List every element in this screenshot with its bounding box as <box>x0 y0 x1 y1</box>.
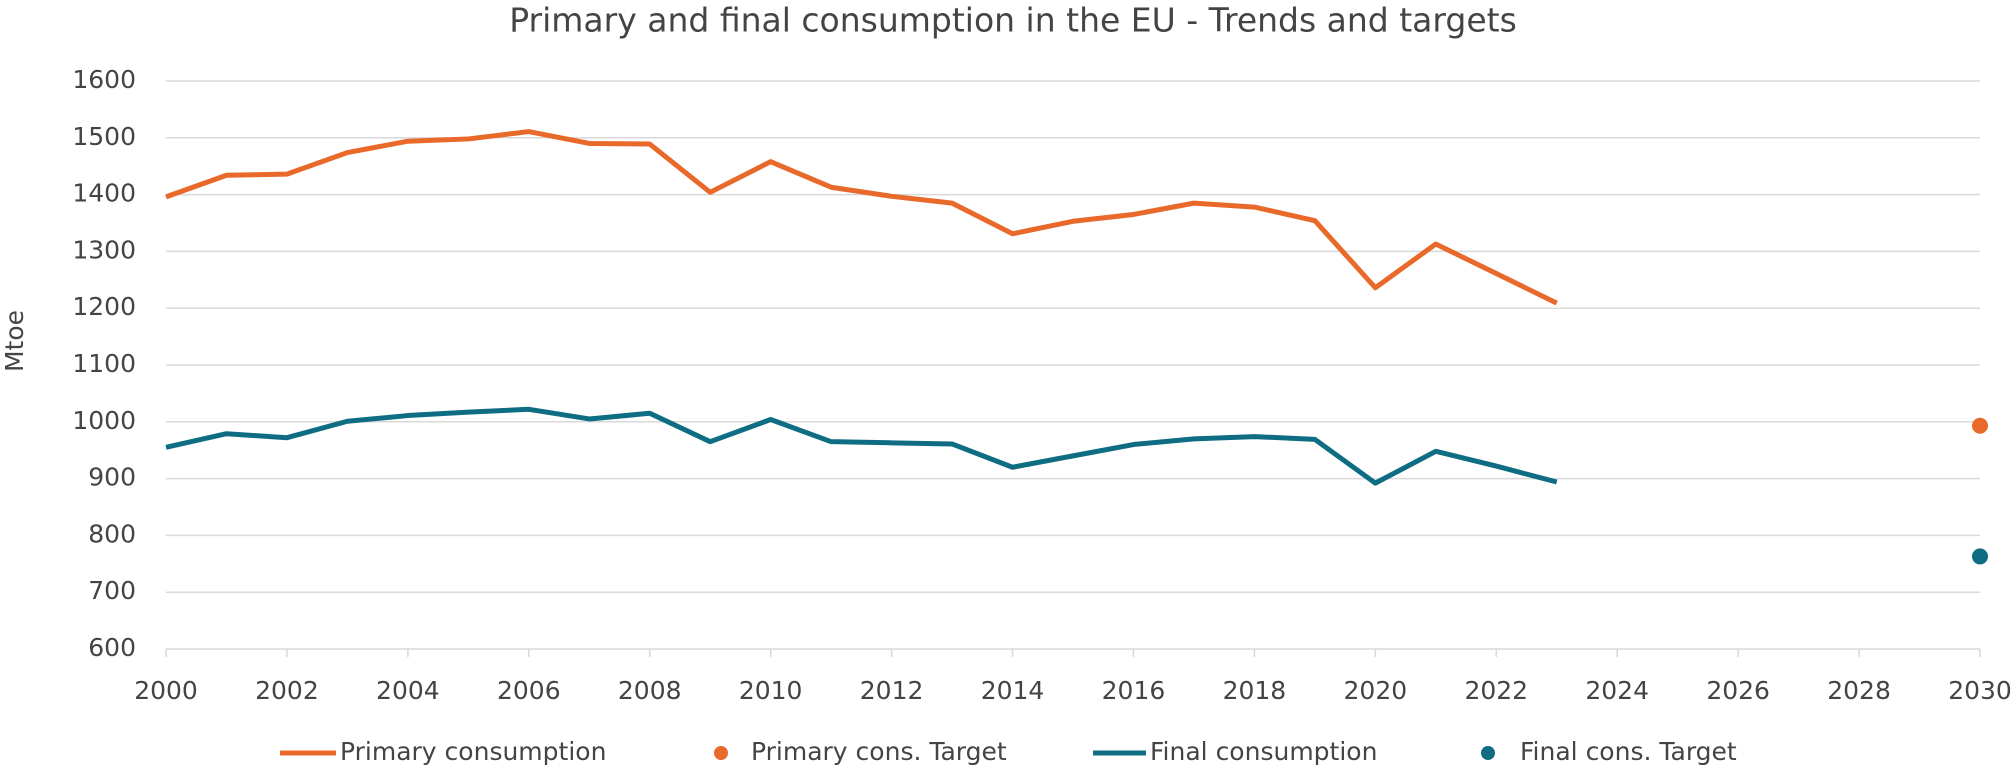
y-tick-label: 1200 <box>72 292 136 321</box>
x-tick-label: 2028 <box>1827 676 1891 705</box>
x-tick-label: 2010 <box>739 676 803 705</box>
x-tick-label: 2002 <box>255 676 319 705</box>
y-tick-label: 1500 <box>72 122 136 151</box>
series-line <box>165 129 1558 306</box>
x-tick-label: 2012 <box>860 676 924 705</box>
legend-swatch <box>714 746 728 760</box>
y-tick-label: 800 <box>88 519 136 548</box>
target-marker <box>1972 548 1988 565</box>
series-line <box>165 406 1558 486</box>
legend-label: Primary consumption <box>340 737 606 766</box>
x-tick-label: 2030 <box>1948 676 2012 705</box>
x-tick-label: 2024 <box>1585 676 1649 705</box>
y-tick-label: 1600 <box>72 65 136 94</box>
x-tick-label: 2018 <box>1223 676 1287 705</box>
y-tick-label: 1400 <box>72 179 136 208</box>
x-tick-label: 2004 <box>376 676 440 705</box>
x-tick-label: 2020 <box>1344 676 1408 705</box>
x-tick-label: 2014 <box>981 676 1045 705</box>
chart-title: Primary and final consumption in the EU … <box>509 1 1517 40</box>
legend-label: Primary cons. Target <box>751 737 1007 766</box>
x-tick-label: 2008 <box>618 676 682 705</box>
y-tick-label: 700 <box>88 576 136 605</box>
x-tick-label: 2022 <box>1464 676 1528 705</box>
x-tick-label: 2026 <box>1706 676 1770 705</box>
x-tick-label: 2006 <box>497 676 561 705</box>
target-marker <box>1972 417 1988 434</box>
x-tick-label: 2016 <box>1102 676 1166 705</box>
y-tick-label: 1000 <box>72 406 136 435</box>
y-tick-label: 600 <box>88 633 136 662</box>
y-tick-label: 1100 <box>72 349 136 378</box>
legend-swatch <box>1481 746 1495 760</box>
x-tick-label: 2000 <box>134 676 198 705</box>
y-tick-label: 1300 <box>72 235 136 264</box>
y-axis-label: Mtoe <box>0 310 29 372</box>
legend-label: Final consumption <box>1150 737 1377 766</box>
y-tick-label: 900 <box>88 463 136 492</box>
legend-label: Final cons. Target <box>1520 737 1737 766</box>
